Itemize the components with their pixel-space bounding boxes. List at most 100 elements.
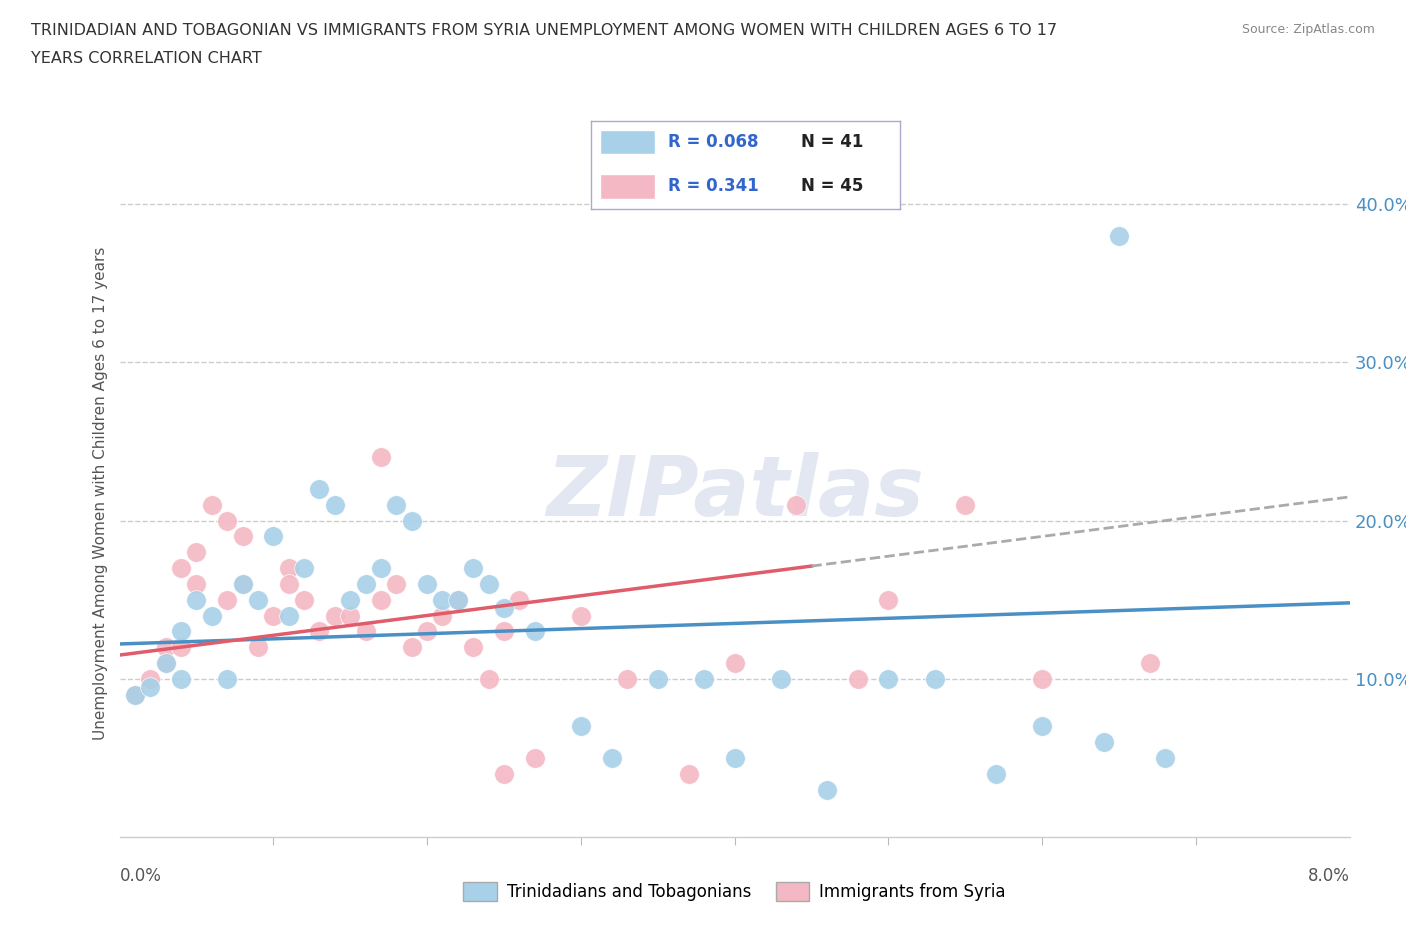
Point [616, 671, 638, 686]
Text: R = 0.068: R = 0.068 [668, 133, 758, 151]
Point [170, 671, 193, 686]
Point [217, 592, 239, 607]
Point [201, 498, 224, 512]
Point [323, 498, 346, 512]
Point [432, 608, 454, 623]
Point [678, 766, 700, 781]
Point [815, 782, 838, 797]
Point [370, 561, 392, 576]
Point [569, 719, 592, 734]
Point [1139, 656, 1161, 671]
Point [323, 608, 346, 623]
Point [1031, 671, 1053, 686]
Point [477, 671, 501, 686]
Point [523, 751, 546, 765]
Point [292, 592, 315, 607]
Text: 8.0%: 8.0% [1308, 867, 1350, 884]
Point [277, 577, 299, 591]
Point [170, 640, 193, 655]
Point [984, 766, 1007, 781]
Text: ZIPatlas: ZIPatlas [546, 452, 924, 534]
Point [1108, 229, 1130, 244]
Point [124, 687, 146, 702]
Point [463, 640, 485, 655]
Point [262, 608, 284, 623]
Point [339, 608, 361, 623]
Text: N = 41: N = 41 [801, 133, 863, 151]
Point [277, 561, 299, 576]
Text: N = 45: N = 45 [801, 178, 863, 195]
Point [262, 529, 284, 544]
Text: Source: ZipAtlas.com: Source: ZipAtlas.com [1241, 23, 1375, 36]
Point [139, 671, 162, 686]
Point [924, 671, 946, 686]
Point [186, 592, 208, 607]
Point [401, 640, 423, 655]
Point [186, 545, 208, 560]
Point [277, 608, 299, 623]
Point [354, 577, 377, 591]
Point [432, 592, 454, 607]
Point [385, 498, 408, 512]
Point [155, 656, 177, 671]
Point [416, 577, 439, 591]
Legend: Trinidadians and Tobagonians, Immigrants from Syria: Trinidadians and Tobagonians, Immigrants… [457, 875, 1012, 908]
Point [1092, 735, 1115, 750]
Point [217, 513, 239, 528]
Point [308, 624, 330, 639]
Point [1031, 719, 1053, 734]
Text: R = 0.341: R = 0.341 [668, 178, 759, 195]
Point [139, 679, 162, 694]
Point [492, 624, 515, 639]
Point [877, 592, 900, 607]
Point [231, 577, 254, 591]
Y-axis label: Unemployment Among Women with Children Ages 6 to 17 years: Unemployment Among Women with Children A… [93, 246, 108, 739]
Point [693, 671, 716, 686]
Point [508, 592, 530, 607]
Point [600, 751, 623, 765]
Point [492, 600, 515, 615]
Point [769, 671, 792, 686]
Point [447, 592, 470, 607]
Point [217, 671, 239, 686]
Text: 0.0%: 0.0% [120, 867, 162, 884]
Point [155, 640, 177, 655]
Point [231, 529, 254, 544]
Point [785, 498, 807, 512]
Point [955, 498, 977, 512]
Point [308, 482, 330, 497]
Point [170, 624, 193, 639]
Point [447, 592, 470, 607]
Text: YEARS CORRELATION CHART: YEARS CORRELATION CHART [31, 51, 262, 66]
Point [231, 577, 254, 591]
Point [201, 608, 224, 623]
Point [477, 577, 501, 591]
Point [370, 592, 392, 607]
Point [186, 577, 208, 591]
Point [723, 751, 745, 765]
Point [523, 624, 546, 639]
Point [170, 561, 193, 576]
Point [246, 640, 269, 655]
Point [339, 592, 361, 607]
Point [416, 624, 439, 639]
Point [246, 592, 269, 607]
Point [463, 561, 485, 576]
Point [401, 513, 423, 528]
FancyBboxPatch shape [600, 174, 655, 199]
Point [385, 577, 408, 591]
Point [155, 656, 177, 671]
Point [846, 671, 869, 686]
Point [292, 561, 315, 576]
Point [569, 608, 592, 623]
Point [354, 624, 377, 639]
Point [1154, 751, 1177, 765]
Point [124, 687, 146, 702]
Point [647, 671, 669, 686]
Text: TRINIDADIAN AND TOBAGONIAN VS IMMIGRANTS FROM SYRIA UNEMPLOYMENT AMONG WOMEN WIT: TRINIDADIAN AND TOBAGONIAN VS IMMIGRANTS… [31, 23, 1057, 38]
Point [877, 671, 900, 686]
FancyBboxPatch shape [600, 130, 655, 154]
Point [723, 656, 745, 671]
Point [492, 766, 515, 781]
Point [370, 450, 392, 465]
